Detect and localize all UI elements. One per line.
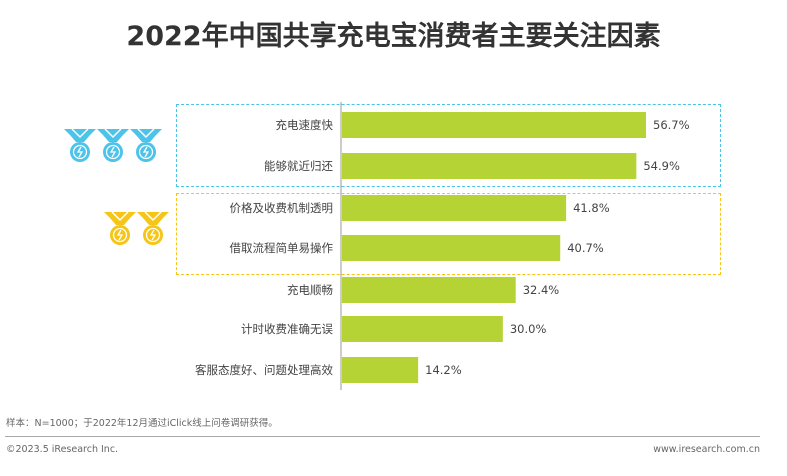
- category-label: 充电顺畅: [287, 283, 333, 297]
- top-group-box: [176, 104, 721, 187]
- bar: [342, 153, 637, 179]
- website-link[interactable]: www.iresearch.com.cn: [653, 444, 760, 455]
- data-label: 41.8%: [573, 201, 610, 215]
- medal-icon: [137, 211, 169, 245]
- medal-icon: [97, 128, 129, 162]
- copyright: ©2023.5 iResearch Inc.: [6, 444, 119, 455]
- bar: [342, 112, 646, 138]
- data-label: 54.9%: [643, 159, 680, 173]
- data-label: 32.4%: [523, 283, 560, 297]
- medal-icon: [130, 128, 162, 162]
- bar: [342, 277, 516, 303]
- data-label: 56.7%: [653, 118, 690, 132]
- category-label: 能够就近归还: [264, 159, 333, 173]
- bar-chart: 充电速度快 56.7% 能够就近归还 54.9% 价格及收费机制透明 41.8% 借取流程简…: [64, 102, 690, 390]
- footer-divider: [5, 436, 760, 437]
- data-label: 30.0%: [510, 322, 547, 336]
- category-label: 借取流程简单易操作: [230, 241, 334, 255]
- data-label: 40.7%: [567, 241, 604, 255]
- source-note: 样本：N=1000；于2022年12月通过iClick线上问卷调研获得。: [6, 418, 278, 429]
- second-group-box: [176, 193, 721, 275]
- category-label: 客服态度好、问题处理高效: [195, 363, 333, 377]
- bar: [342, 357, 419, 383]
- bar: [342, 195, 567, 221]
- category-label: 价格及收费机制透明: [230, 201, 334, 215]
- bar: [342, 235, 561, 261]
- bar: [342, 316, 503, 342]
- category-label: 充电速度快: [276, 118, 334, 132]
- medal-icon: [104, 211, 136, 245]
- data-label: 14.2%: [425, 363, 462, 377]
- chart-title: 2022年中国共享充电宝消费者主要关注因素: [126, 21, 661, 52]
- medal-icon: [64, 128, 96, 162]
- category-label: 计时收费准确无误: [241, 322, 333, 336]
